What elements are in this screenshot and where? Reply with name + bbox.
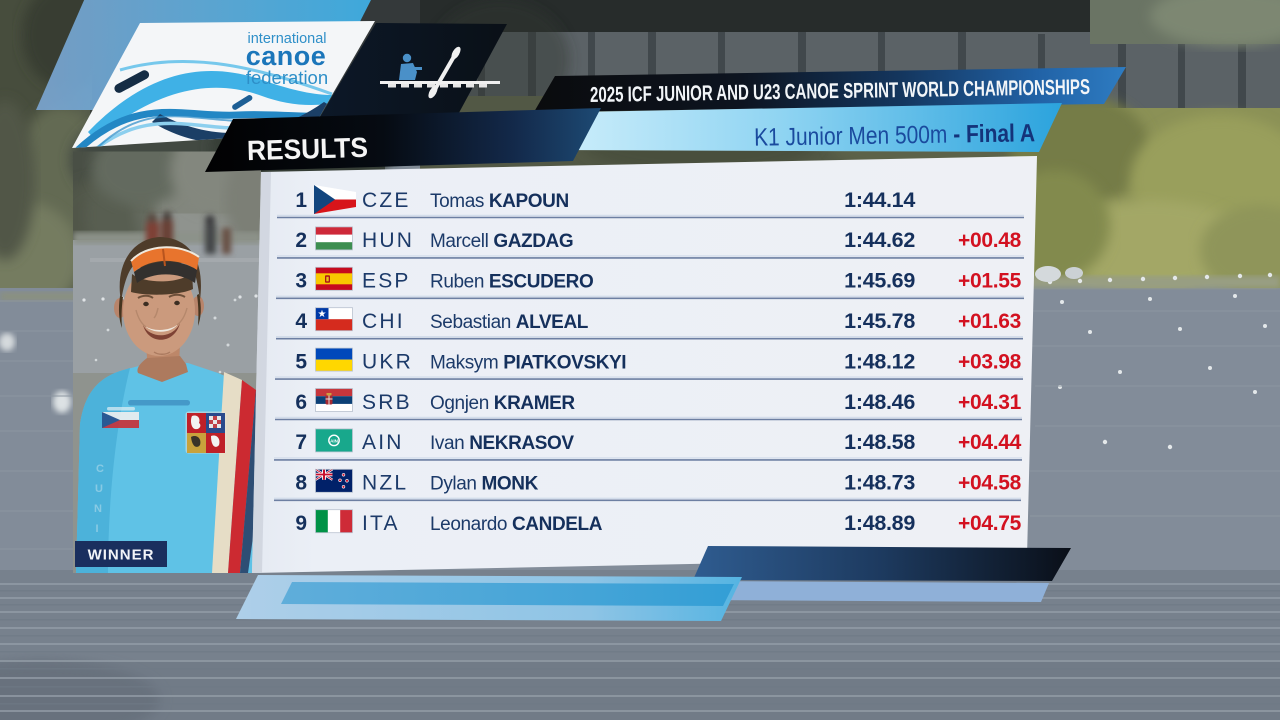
svg-text:1: 1 (295, 189, 307, 212)
svg-text:Maksym PIATKOVSKYI: Maksym PIATKOVSKYI (430, 352, 626, 373)
svg-text:Ognjen KRAMER: Ognjen KRAMER (430, 393, 575, 414)
svg-text:6: 6 (295, 391, 307, 414)
svg-text:SRB: SRB (362, 391, 412, 414)
svg-text:★: ★ (318, 309, 327, 320)
svg-text:Tomas KAPOUN: Tomas KAPOUN (430, 191, 569, 212)
svg-text:+03.98: +03.98 (958, 350, 1022, 373)
svg-text:Dylan MONK: Dylan MONK (430, 474, 539, 495)
svg-text:+00.48: +00.48 (958, 229, 1022, 252)
svg-text:+01.63: +01.63 (958, 310, 1021, 333)
svg-text:NZL: NZL (362, 472, 408, 495)
svg-text:federation: federation (246, 67, 328, 88)
svg-text:5: 5 (295, 350, 307, 373)
svg-text:AIN: AIN (330, 438, 338, 443)
svg-text:1:48.73: 1:48.73 (844, 471, 915, 495)
svg-text:+04.44: +04.44 (958, 431, 1022, 454)
svg-text:C: C (96, 463, 104, 475)
svg-text:7: 7 (295, 431, 307, 454)
svg-text:WINNER: WINNER (88, 547, 155, 564)
svg-text:canoe: canoe (246, 41, 327, 71)
svg-text:+04.58: +04.58 (958, 472, 1022, 495)
svg-text:Ivan NEKRASOV: Ivan NEKRASOV (430, 433, 574, 454)
svg-text:3: 3 (295, 270, 307, 293)
svg-text:Ruben ESCUDERO: Ruben ESCUDERO (430, 272, 593, 293)
svg-text:Leonardo CANDELA: Leonardo CANDELA (430, 514, 603, 535)
svg-text:+01.55: +01.55 (958, 270, 1022, 293)
svg-text:1:48.58: 1:48.58 (844, 430, 915, 454)
svg-text:1:44.14: 1:44.14 (844, 188, 915, 212)
svg-text:+04.31: +04.31 (958, 391, 1022, 414)
svg-text:K1 Junior Men 500m - Final A: K1 Junior Men 500m - Final A (754, 119, 1035, 151)
svg-text:N: N (94, 503, 102, 515)
svg-text:AIN: AIN (362, 431, 404, 454)
svg-text:9: 9 (295, 512, 307, 535)
svg-text:1:45.69: 1:45.69 (844, 269, 915, 293)
svg-text:1:48.46: 1:48.46 (844, 390, 915, 414)
svg-text:1:48.89: 1:48.89 (844, 511, 915, 535)
svg-text:4: 4 (295, 310, 307, 333)
svg-text:RESULTS: RESULTS (247, 132, 369, 166)
svg-text:Sebastian ALVEAL: Sebastian ALVEAL (430, 312, 589, 333)
svg-text:Marcell GAZDAG: Marcell GAZDAG (430, 231, 573, 252)
svg-text:CHI: CHI (362, 310, 405, 333)
svg-text:+04.75: +04.75 (958, 512, 1022, 535)
svg-text:U: U (95, 483, 103, 495)
svg-text:8: 8 (295, 472, 307, 495)
svg-text:1:45.78: 1:45.78 (844, 309, 915, 333)
svg-text:1:44.62: 1:44.62 (844, 228, 915, 252)
svg-text:UKR: UKR (362, 350, 413, 373)
svg-text:ITA: ITA (362, 512, 400, 535)
svg-text:2: 2 (295, 229, 307, 252)
svg-text:CZE: CZE (362, 189, 411, 212)
svg-text:I: I (95, 523, 98, 535)
svg-text:HUN: HUN (362, 229, 414, 252)
svg-text:international: international (248, 31, 327, 47)
svg-text:ESP: ESP (362, 270, 411, 293)
svg-text:1:48.12: 1:48.12 (844, 349, 915, 373)
